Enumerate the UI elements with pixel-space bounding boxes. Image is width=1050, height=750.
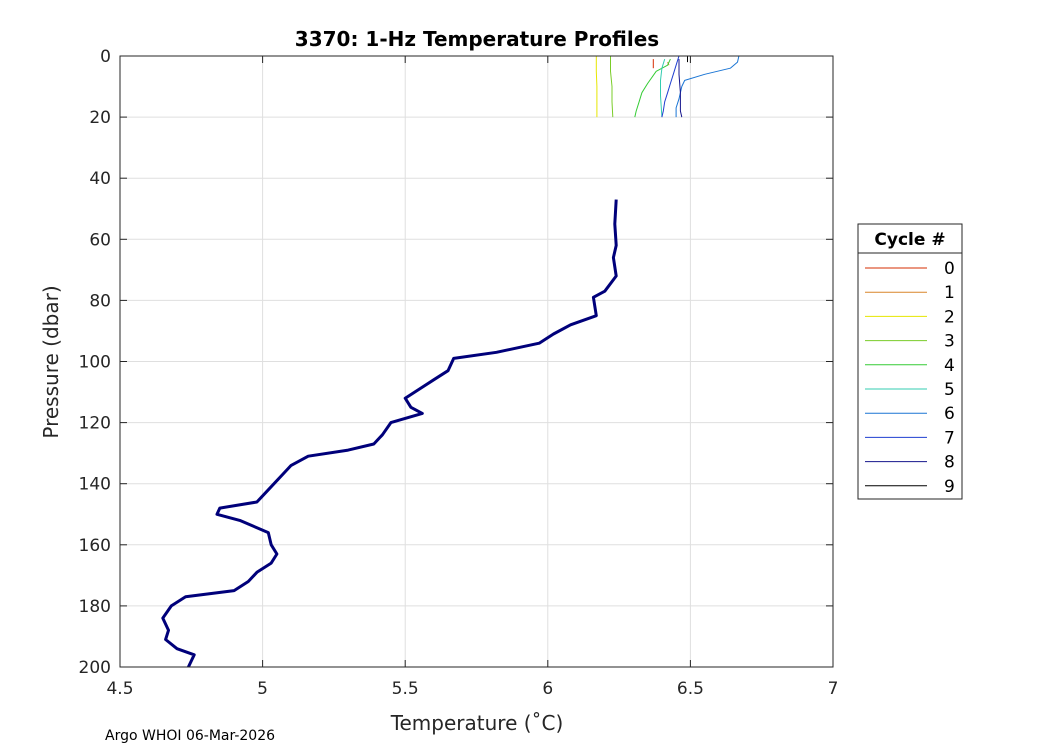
x-tick-label: 6	[542, 679, 553, 699]
legend-title: Cycle #	[874, 230, 945, 250]
plot-frame	[119, 55, 834, 668]
legend-box	[857, 223, 963, 500]
y-tick-label: 100	[79, 353, 111, 373]
legend-label: 5	[944, 380, 955, 400]
series-line-cycle-4	[634, 58, 671, 118]
y-tick-label: 40	[89, 169, 111, 189]
axes: 4.5 5 5.5 6 6.5 7 0 20 40 60 80 100 120 140 160 180 200	[79, 47, 839, 699]
legend-label: 3	[944, 332, 955, 352]
y-tick-label: 20	[89, 108, 111, 128]
y-tick-label: 0	[100, 47, 111, 67]
x-tick-label: 5.5	[392, 679, 419, 699]
series-line-cycle-5	[660, 58, 666, 118]
series-line-cycle-8	[678, 59, 683, 118]
y-tick-label: 140	[79, 475, 111, 495]
y-axis-label: Pressure (dbar)	[39, 285, 63, 438]
series-line-cycle-7	[661, 55, 680, 118]
legend-label: 8	[944, 453, 955, 473]
legend-label: 9	[944, 477, 955, 497]
series-line-cycle-2	[595, 56, 598, 118]
x-tick-label: 6.5	[677, 679, 704, 699]
x-tick-label: 5	[257, 679, 268, 699]
legend-entries: 0 1 2 3 4 5 6 7 8 9	[865, 259, 955, 497]
series-layer	[161, 55, 740, 668]
series-line-cycle-3	[610, 56, 614, 118]
x-tick-label: 4.5	[106, 679, 133, 699]
chart-title: 3370: 1-Hz Temperature Profiles	[295, 27, 659, 51]
legend-label: 4	[944, 356, 955, 376]
series-line-cycle-6	[675, 55, 740, 118]
legend: Cycle # 0 1 2 3 4 5 6 7 8 9	[857, 223, 963, 500]
legend-label: 2	[944, 307, 955, 327]
x-tick-label: 7	[828, 679, 839, 699]
grid-lines	[119, 55, 834, 668]
legend-label: 6	[944, 404, 955, 424]
y-tick-label: 80	[89, 291, 111, 311]
series-line-cycle-8-deep	[161, 199, 618, 668]
y-tick-label: 160	[79, 536, 111, 556]
legend-label: 0	[944, 259, 955, 279]
x-axis-label: Temperature (˚C)	[390, 711, 564, 735]
legend-label: 7	[944, 428, 955, 448]
y-tick-label: 120	[79, 414, 111, 434]
y-tick-label: 200	[79, 658, 111, 678]
y-tick-label: 60	[89, 230, 111, 250]
legend-label: 1	[944, 283, 955, 303]
y-tick-label: 180	[79, 597, 111, 617]
footer-credit: Argo WHOI 06-Mar-2026	[105, 728, 275, 744]
